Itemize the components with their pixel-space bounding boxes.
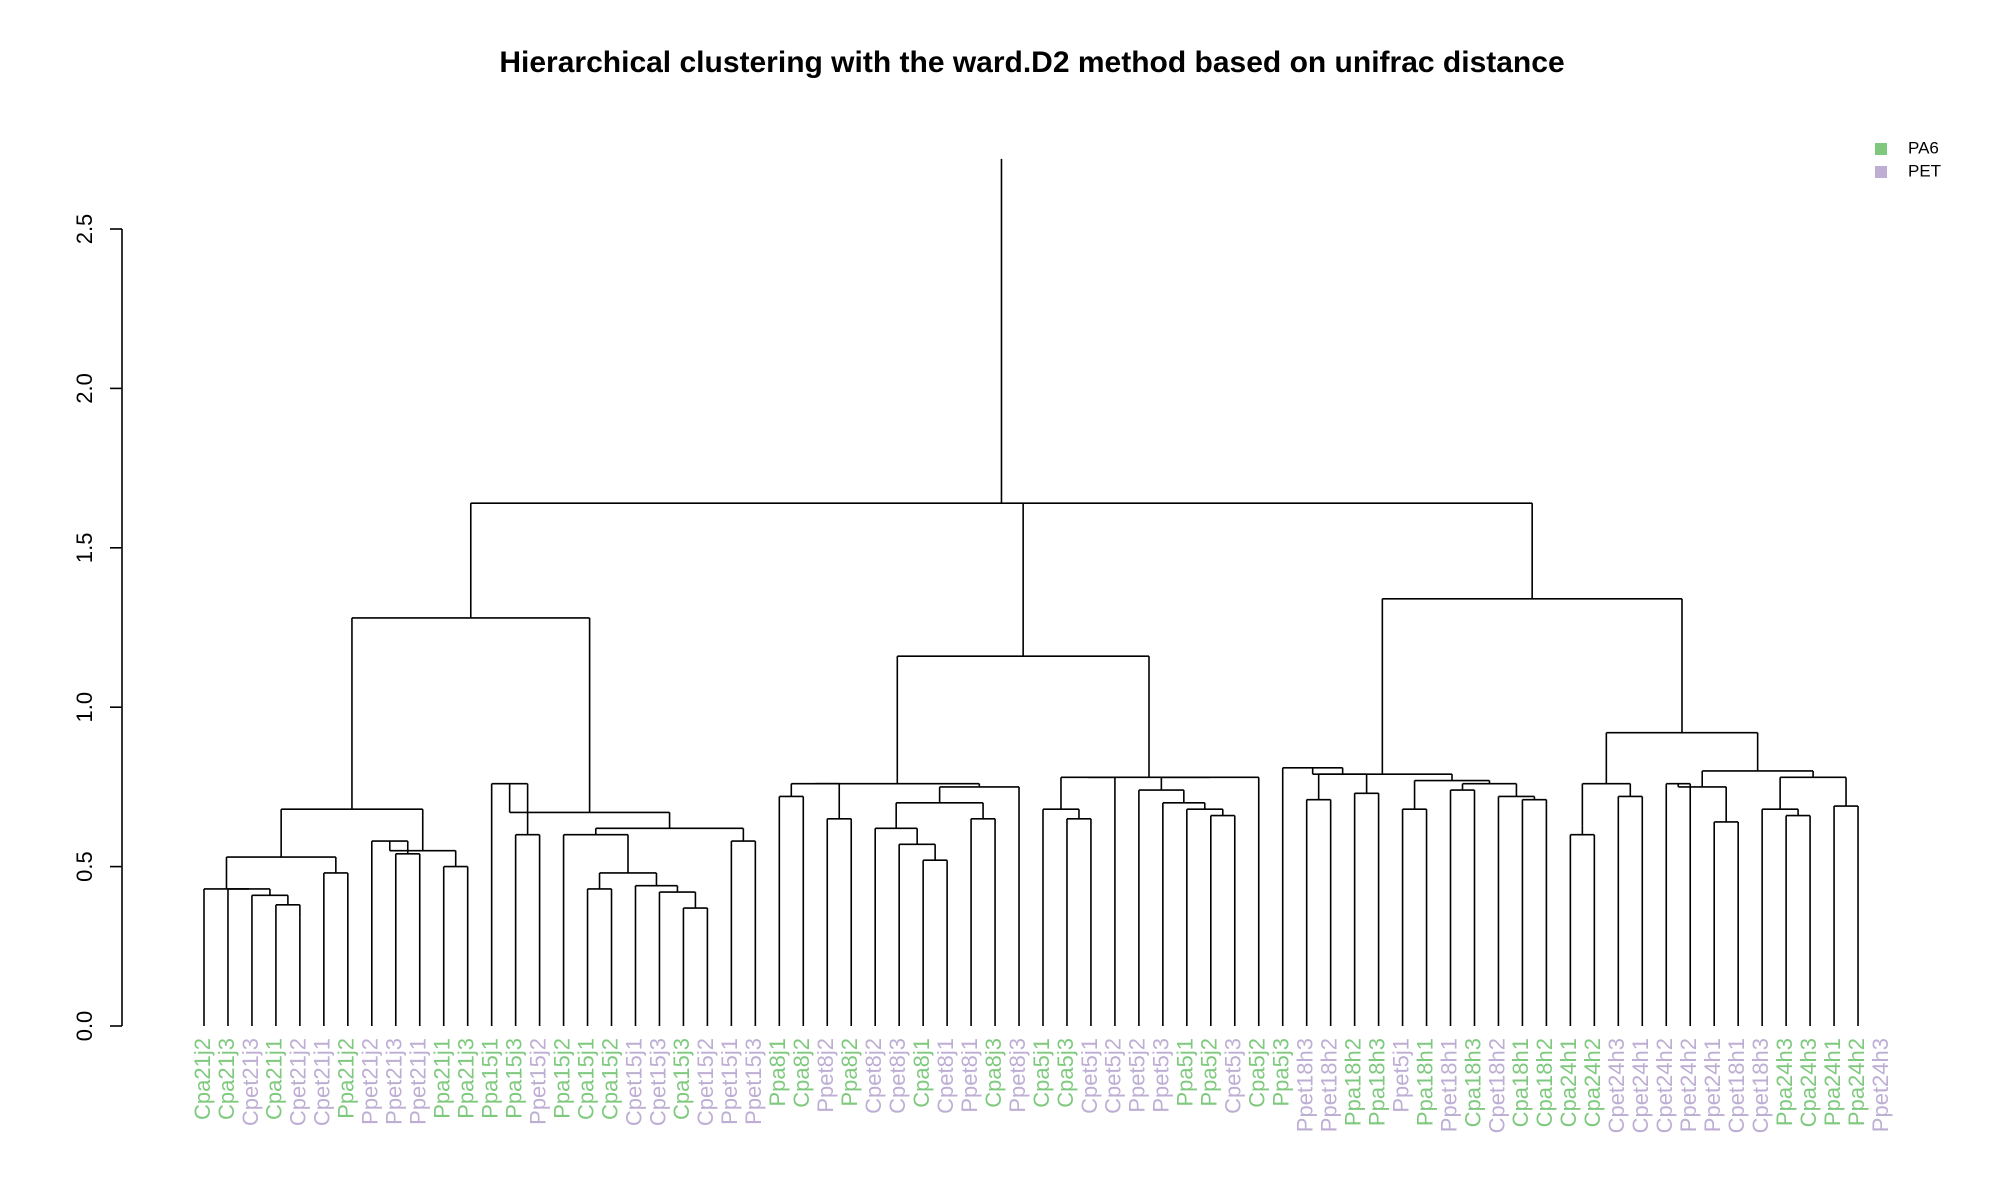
leaf-label: Ppet21j1 bbox=[406, 1038, 431, 1125]
leaf-label: Ppa5j1 bbox=[1173, 1038, 1198, 1107]
leaf-label: Ppet18h1 bbox=[1436, 1038, 1461, 1132]
leaf-label: Ppet21j3 bbox=[382, 1038, 407, 1125]
leaf-label: Cpa21j3 bbox=[214, 1038, 239, 1120]
y-tick-label: 1.5 bbox=[72, 533, 97, 564]
leaf-label: Ppa24h3 bbox=[1772, 1038, 1797, 1126]
dendrogram-branches bbox=[203, 158, 1859, 1026]
leaf-label: Cpet8j1 bbox=[933, 1038, 958, 1114]
leaf-label: Ppa15j3 bbox=[501, 1038, 526, 1119]
leaf-label: Cpet18h2 bbox=[1484, 1038, 1509, 1133]
leaf-label: Cpet15j1 bbox=[621, 1038, 646, 1126]
leaf-label: Cpa21j2 bbox=[190, 1038, 215, 1120]
leaf-label: Ppa15j1 bbox=[477, 1038, 502, 1119]
leaf-label: Cpet15j3 bbox=[645, 1038, 670, 1126]
leaf-label: Cpet24h3 bbox=[1604, 1038, 1629, 1133]
leaf-label: Cpet18h1 bbox=[1724, 1038, 1749, 1133]
leaf-label: Cpa24h1 bbox=[1556, 1038, 1581, 1127]
leaf-label: Ppa21j3 bbox=[453, 1038, 478, 1119]
leaf-label: Cpa8j2 bbox=[789, 1038, 814, 1108]
leaf-label: Cpa15j1 bbox=[573, 1038, 598, 1120]
leaf-label: Cpa8j3 bbox=[981, 1038, 1006, 1108]
leaf-label: Cpa8j1 bbox=[909, 1038, 934, 1108]
leaf-label: Cpet21j3 bbox=[238, 1038, 263, 1126]
leaf-label: Cpa15j2 bbox=[597, 1038, 622, 1120]
y-axis: 0.0 0.5 1.0 1.5 2.0 2.5 bbox=[72, 214, 123, 1042]
leaf-label: Cpet18h3 bbox=[1748, 1038, 1773, 1133]
leaf-label: Cpa5j1 bbox=[1029, 1038, 1054, 1108]
leaf-label: Cpet21j1 bbox=[310, 1038, 335, 1126]
leaf-label: Ppet8j3 bbox=[1005, 1038, 1030, 1113]
leaf-label: Cpa15j3 bbox=[669, 1038, 694, 1120]
leaf-label: Ppet24h3 bbox=[1868, 1038, 1893, 1132]
leaf-label: Ppa24h1 bbox=[1820, 1038, 1845, 1126]
leaf-label: Ppa18h2 bbox=[1340, 1038, 1365, 1126]
leaf-label: Ppet5j3 bbox=[1149, 1038, 1174, 1113]
leaf-label: Ppet24h2 bbox=[1676, 1038, 1701, 1132]
leaf-label: Ppa15j2 bbox=[549, 1038, 574, 1119]
leaf-label: Cpa18h2 bbox=[1532, 1038, 1557, 1127]
leaf-label: Cpet5j1 bbox=[1077, 1038, 1102, 1114]
leaf-label: Cpet5j2 bbox=[1101, 1038, 1126, 1114]
leaf-label: Cpet24h2 bbox=[1652, 1038, 1677, 1133]
leaf-label: Cpet8j3 bbox=[885, 1038, 910, 1114]
y-tick-label: 1.0 bbox=[72, 692, 97, 723]
leaf-label: Cpa21j1 bbox=[262, 1038, 287, 1120]
leaf-label: Ppet15j2 bbox=[525, 1038, 550, 1125]
leaf-label: Cpa18h1 bbox=[1508, 1038, 1533, 1127]
leaf-label: Cpet15j2 bbox=[693, 1038, 718, 1126]
y-tick-label: 2.0 bbox=[72, 373, 97, 404]
leaf-label: Ppa24h2 bbox=[1844, 1038, 1869, 1126]
leaf-label: Ppet15j3 bbox=[741, 1038, 766, 1125]
leaf-label: Ppet24h1 bbox=[1700, 1038, 1725, 1132]
leaf-label: Ppet5j2 bbox=[1125, 1038, 1150, 1113]
leaf-label: Ppet5j1 bbox=[1388, 1038, 1413, 1113]
leaf-label: Ppet8j1 bbox=[957, 1038, 982, 1113]
leaf-label: Ppa5j3 bbox=[1269, 1038, 1294, 1107]
leaf-label: Ppa8j2 bbox=[837, 1038, 862, 1107]
legend-label: PET bbox=[1908, 161, 1941, 180]
leaf-label: Cpa24h2 bbox=[1580, 1038, 1605, 1127]
legend-swatch bbox=[1875, 166, 1887, 178]
leaf-label: Ppet18h3 bbox=[1292, 1038, 1317, 1132]
leaf-label: Ppa5j2 bbox=[1197, 1038, 1222, 1107]
chart-title: Hierarchical clustering with the ward.D2… bbox=[499, 46, 1564, 79]
leaf-label: Ppet21j2 bbox=[358, 1038, 383, 1125]
legend: PA6 PET bbox=[1875, 138, 1941, 180]
leaf-label: Ppa8j1 bbox=[765, 1038, 790, 1107]
leaf-label: Cpa24h3 bbox=[1796, 1038, 1821, 1127]
leaf-label: Ppet18h2 bbox=[1316, 1038, 1341, 1132]
leaf-label: Cpet21j2 bbox=[286, 1038, 311, 1126]
legend-swatch bbox=[1875, 143, 1887, 155]
leaf-label: Ppet8j2 bbox=[813, 1038, 838, 1113]
y-tick-label: 2.5 bbox=[72, 214, 97, 245]
leaf-labels: Cpa21j2Cpa21j3Cpet21j3Cpa21j1Cpet21j2Cpe… bbox=[190, 1038, 1893, 1133]
leaf-label: Ppa18h3 bbox=[1364, 1038, 1389, 1126]
leaf-label: Ppa21j2 bbox=[334, 1038, 359, 1119]
leaf-label: Ppet15j1 bbox=[717, 1038, 742, 1125]
leaf-label: Cpet24h1 bbox=[1628, 1038, 1653, 1133]
leaf-label: Ppa18h1 bbox=[1412, 1038, 1437, 1126]
leaf-label: Cpet5j3 bbox=[1221, 1038, 1246, 1114]
y-tick-label: 0.0 bbox=[72, 1011, 97, 1042]
legend-label: PA6 bbox=[1908, 138, 1939, 157]
leaf-label: Cpa5j3 bbox=[1053, 1038, 1078, 1108]
y-tick-label: 0.5 bbox=[72, 851, 97, 882]
leaf-label: Ppa21j1 bbox=[430, 1038, 455, 1119]
leaf-label: Cpa18h3 bbox=[1460, 1038, 1485, 1127]
leaf-label: Cpa5j2 bbox=[1245, 1038, 1270, 1108]
leaf-label: Cpet8j2 bbox=[861, 1038, 886, 1114]
